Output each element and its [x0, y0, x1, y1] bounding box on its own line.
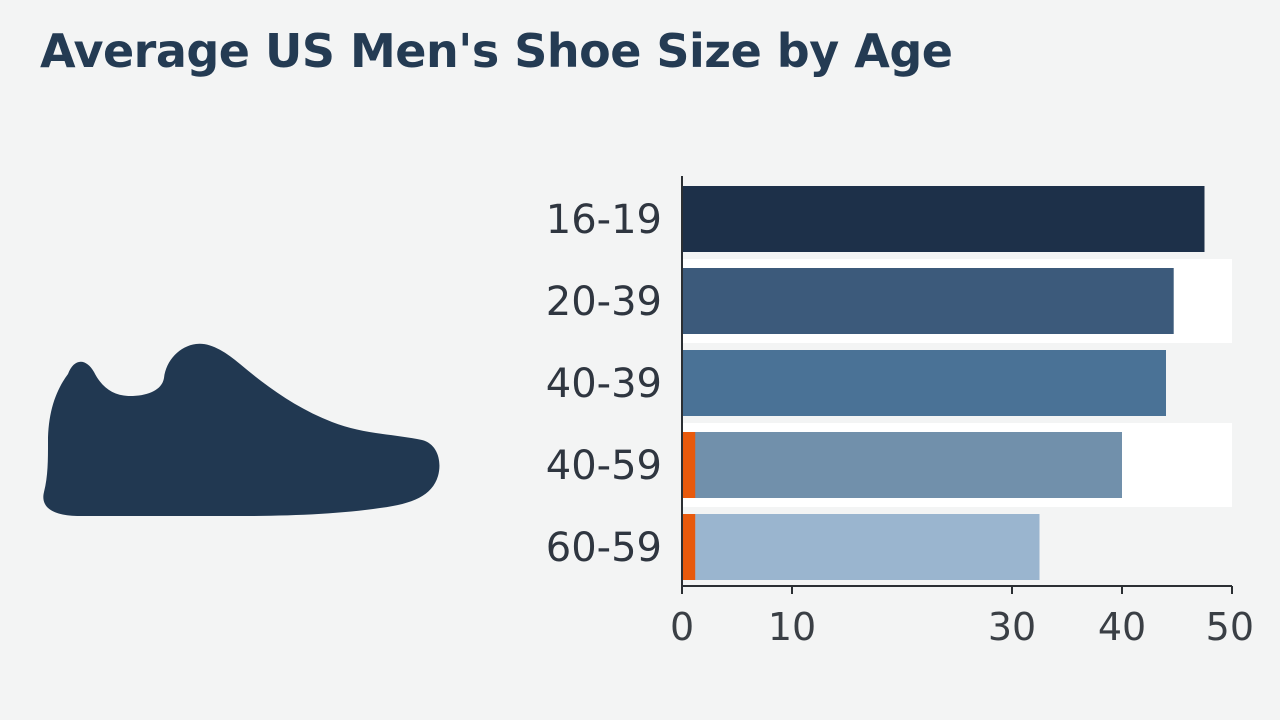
x-tick-label-50: 50 [1206, 605, 1254, 649]
category-label-60-59: 60-59 [546, 525, 662, 571]
category-label-16-19: 16-19 [546, 197, 662, 243]
bar-40-59 [682, 432, 1122, 498]
chart-title: Average US Men's Shoe Size by Age [40, 24, 953, 78]
category-label-20-39: 20-39 [546, 279, 662, 325]
x-tick-label-40: 40 [1098, 605, 1146, 649]
bar-40-39 [682, 350, 1166, 416]
bar-16-19 [682, 186, 1205, 252]
category-label-40-39: 40-39 [546, 361, 662, 407]
x-tick-label-30: 30 [988, 605, 1036, 649]
x-tick-label-10: 10 [768, 605, 816, 649]
x-tick-label-0: 0 [670, 605, 694, 649]
highlight-mark-60-59 [682, 514, 696, 580]
bar-60-59 [682, 514, 1040, 580]
highlight-mark-40-59 [682, 432, 696, 498]
category-label-40-59: 40-59 [546, 443, 662, 489]
bar-20-39 [682, 268, 1174, 334]
sneaker-silhouette-icon [43, 343, 440, 516]
